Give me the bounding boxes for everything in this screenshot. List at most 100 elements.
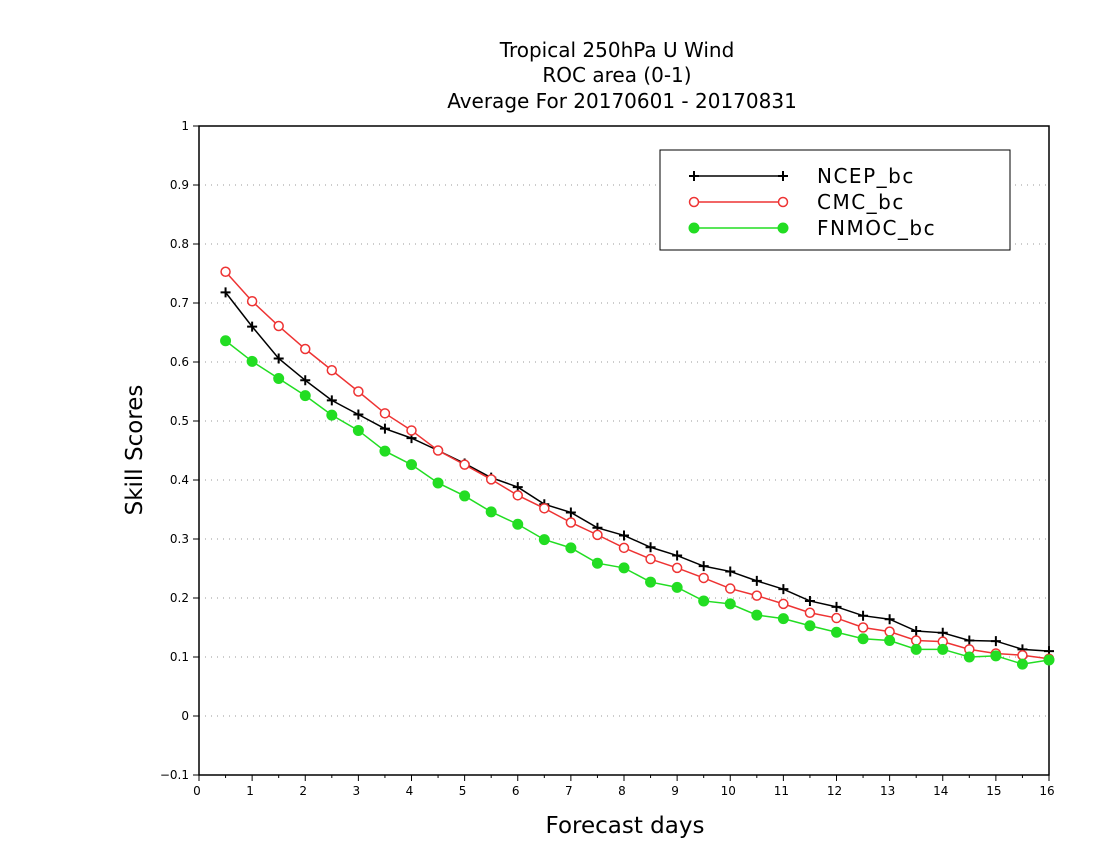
x-tick-label: 4: [406, 784, 414, 798]
data-point-ncep-bc: [858, 610, 869, 621]
data-point-ncep-bc: [831, 601, 842, 612]
x-axis-label: Forecast days: [546, 813, 705, 839]
data-point-cmc-bc: [698, 572, 709, 584]
x-tick-label: 9: [671, 784, 679, 798]
data-point-ncep-bc: [751, 575, 762, 586]
data-point-fnmoc-bc: [1043, 654, 1055, 666]
data-point-fnmoc-bc: [352, 424, 364, 436]
data-point-cmc-bc: [618, 542, 630, 554]
data-point-fnmoc-bc: [910, 643, 922, 655]
y-tick-label: 0: [181, 709, 189, 723]
data-point-cmc-bc: [485, 474, 497, 485]
legend-label-cmc-bc: CMC_bc: [817, 190, 905, 214]
x-tick-label: 6: [512, 784, 520, 798]
x-tick-label: 5: [459, 784, 467, 798]
data-point-ncep-bc: [990, 636, 1001, 647]
legend-label-ncep-bc: NCEP_bc: [817, 164, 915, 188]
data-point-ncep-bc: [911, 626, 922, 637]
data-point-cmc-bc: [671, 562, 683, 574]
data-point-fnmoc-bc: [326, 409, 338, 421]
data-point-fnmoc-bc: [884, 634, 896, 646]
data-point-fnmoc-bc: [299, 390, 311, 402]
chart-title-line-3: Average For 20170601 - 20170831: [447, 89, 797, 113]
data-point-cmc-bc: [645, 553, 656, 565]
series-fnmoc-bc: [220, 335, 1055, 670]
data-point-ncep-bc: [804, 595, 815, 606]
data-point-fnmoc-bc: [220, 335, 232, 347]
series-cmc-bc: [220, 266, 1055, 665]
data-point-ncep-bc: [565, 507, 576, 518]
data-point-fnmoc-bc: [1016, 658, 1028, 670]
data-point-ncep-bc: [725, 566, 736, 577]
data-point-fnmoc-bc: [671, 581, 683, 593]
data-point-cmc-bc: [857, 622, 869, 633]
data-point-cmc-bc: [459, 459, 470, 470]
y-tick-label: 0.1: [170, 650, 189, 664]
y-tick-label: 0.8: [170, 237, 189, 251]
x-tick-label: 10: [721, 784, 736, 798]
legend-marker-ncep-bc: [689, 171, 699, 181]
data-point-cmc-bc: [592, 529, 603, 541]
legend-marker-fnmoc-bc: [688, 222, 700, 234]
data-point-fnmoc-bc: [963, 651, 975, 663]
data-point-fnmoc-bc: [565, 542, 577, 554]
x-tick-label: 12: [827, 784, 842, 798]
data-point-cmc-bc: [273, 320, 284, 332]
data-point-fnmoc-bc: [406, 459, 417, 471]
x-tick-label: 13: [880, 784, 895, 798]
data-point-fnmoc-bc: [804, 620, 816, 632]
data-point-ncep-bc: [884, 614, 895, 625]
series-layer: [220, 266, 1055, 670]
legend-marker-cmc-bc: [777, 196, 789, 208]
data-point-cmc-bc: [884, 626, 895, 637]
data-point-fnmoc-bc: [751, 609, 763, 621]
x-tick-label: 8: [618, 784, 626, 798]
chart-title: Tropical 250hPa U Wind ROC area (0-1) Av…: [447, 38, 797, 113]
series-ncep-bc: [220, 287, 1054, 657]
series-line-cmc-bc: [225, 271, 1050, 660]
data-point-fnmoc-bc: [724, 598, 736, 610]
data-point-cmc-bc: [300, 343, 311, 355]
x-tick-label: 14: [933, 784, 948, 798]
data-point-cmc-bc: [1017, 649, 1028, 661]
x-tick-label: 16: [1039, 784, 1054, 798]
data-point-fnmoc-bc: [990, 650, 1002, 662]
data-point-fnmoc-bc: [273, 373, 285, 385]
data-point-fnmoc-bc: [512, 518, 524, 530]
series-line-ncep-bc: [224, 291, 1050, 652]
data-point-cmc-bc: [432, 445, 444, 456]
y-tick-label: 0.2: [170, 591, 189, 605]
y-tick-label: 0.4: [170, 473, 189, 487]
x-axis: 0 1 2 3 4 5 6 7 8 9 10 11 12 13 14 15 16: [193, 775, 1055, 798]
data-point-ncep-bc: [698, 561, 709, 572]
grid-lines: [199, 184, 1049, 717]
y-tick-label: 1: [181, 119, 189, 133]
x-tick-label: 3: [353, 784, 361, 798]
data-point-cmc-bc: [512, 490, 523, 501]
data-point-ncep-bc: [672, 550, 683, 561]
data-point-fnmoc-bc: [246, 355, 258, 367]
data-point-fnmoc-bc: [857, 633, 869, 645]
data-point-fnmoc-bc: [698, 595, 710, 607]
data-point-cmc-bc: [910, 635, 922, 646]
data-point-fnmoc-bc: [432, 477, 444, 489]
data-point-cmc-bc: [406, 425, 417, 436]
data-point-ncep-bc: [300, 375, 311, 386]
legend-marker-cmc-bc: [688, 196, 700, 208]
legend-marker-ncep-bc: [778, 171, 788, 181]
data-point-cmc-bc: [804, 607, 816, 618]
legend-marker-fnmoc-bc: [777, 222, 789, 234]
y-tick-label: 0.9: [170, 178, 189, 192]
data-point-cmc-bc: [539, 503, 550, 514]
data-point-ncep-bc: [645, 542, 656, 553]
data-point-ncep-bc: [379, 423, 390, 434]
data-point-fnmoc-bc: [618, 562, 630, 574]
data-point-fnmoc-bc: [485, 506, 497, 518]
data-point-cmc-bc: [565, 517, 577, 528]
data-point-ncep-bc: [247, 321, 258, 332]
x-tick-label: 2: [299, 784, 307, 798]
data-point-cmc-bc: [353, 386, 364, 397]
legend-label-fnmoc-bc: FNMOC_bc: [817, 216, 936, 240]
y-axis: −0.1 0 0.1 0.2 0.3 0.4 0.5 0.6 0.7 0.8 0.9 1: [160, 119, 199, 782]
